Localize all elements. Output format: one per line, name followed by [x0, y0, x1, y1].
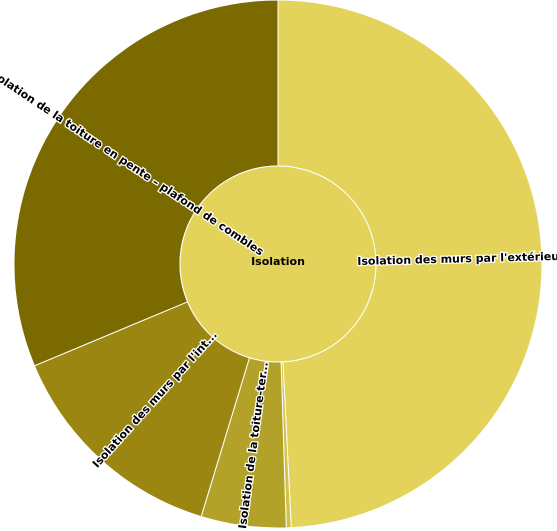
segment-label: Isolation des murs par l'extérieur	[357, 250, 557, 268]
center-segment[interactable]	[179, 165, 377, 363]
outer-ring	[13, 0, 543, 529]
center-label: Isolation	[251, 255, 305, 268]
